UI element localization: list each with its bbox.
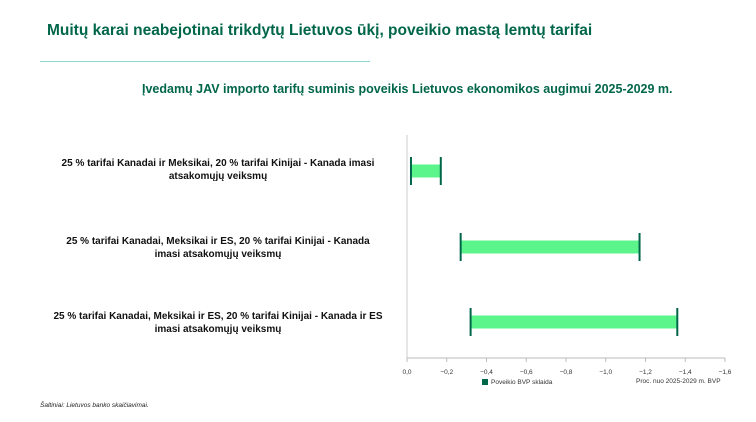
- x-axis-unit-label: Proc. nuo 2025-2029 m. BVP: [636, 378, 721, 385]
- range-bar: [470, 315, 678, 329]
- chart-title: Įvedamų JAV importo tarifų suminis povei…: [142, 82, 673, 96]
- x-tick-label: −0,6: [520, 369, 533, 376]
- x-tick-label: −1,0: [599, 369, 612, 376]
- legend-swatch: [482, 379, 488, 386]
- category-label-2: 25 % tarifai Kanadai, Meksikai ir ES, 20…: [66, 236, 370, 260]
- category-label-3: 25 % tarifai Kanadai, Meksikai ir ES, 20…: [53, 311, 383, 335]
- range-bar: [460, 240, 640, 254]
- title-divider: [40, 61, 370, 62]
- legend-label: Poveikio BVP sklaida: [491, 379, 553, 386]
- source-note: Šaltiniai: Lietuvos banko skaičiavimai.: [40, 402, 149, 409]
- category-label-1: 25 % tarifai Kanadai ir Meksikai, 20 % t…: [61, 158, 375, 182]
- x-tick-label: −0,8: [560, 369, 573, 376]
- page-title: Muitų karai neabejotinai trikdytų Lietuv…: [47, 22, 593, 39]
- x-tick-label: −0,4: [480, 369, 493, 376]
- chart-legend: Poveikio BVP sklaida: [482, 379, 552, 386]
- x-tick-label: −1,4: [679, 369, 692, 376]
- x-tick-label: −1,2: [639, 369, 652, 376]
- x-tick-label: −1,6: [719, 369, 732, 376]
- x-tick-label: −0,2: [440, 369, 453, 376]
- x-tick-label: 0,0: [402, 369, 411, 376]
- range-bar: [410, 164, 441, 178]
